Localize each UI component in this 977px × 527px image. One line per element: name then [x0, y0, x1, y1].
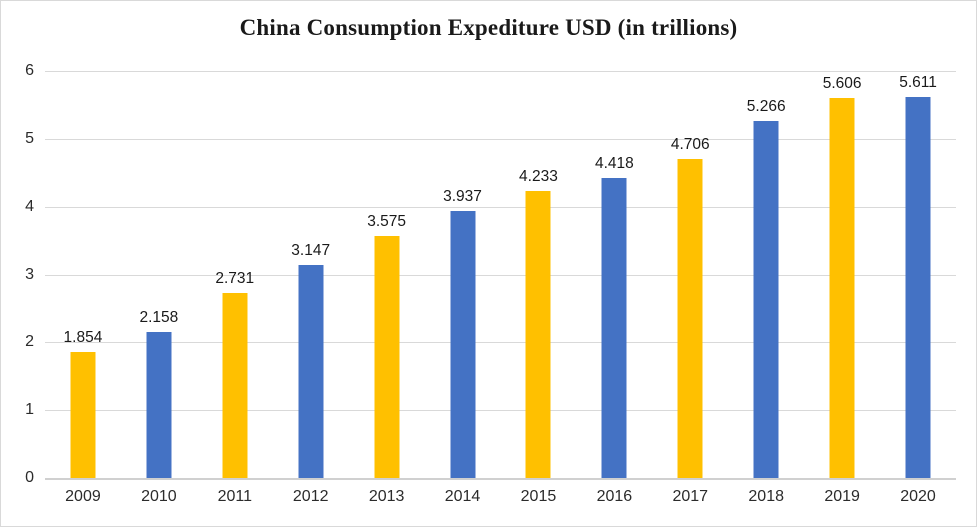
bar-2011[interactable]: 2.731 — [215, 270, 254, 478]
x-axis-tick-label: 2010 — [141, 488, 177, 505]
gridline — [45, 410, 956, 412]
x-axis-tick-label: 2018 — [748, 488, 784, 505]
bar-2016[interactable]: 4.418 — [595, 155, 634, 478]
gridline — [45, 342, 956, 344]
bar-value-label: 5.606 — [822, 74, 862, 92]
bar-value-label: 4.233 — [519, 167, 558, 185]
x-axis-tick-label: 2015 — [520, 488, 557, 505]
bar-value-label: 3.575 — [367, 212, 407, 230]
bar-value-label: 4.418 — [594, 155, 634, 173]
plot-area: 1.854 2.158 2.731 3.147 3.575 3.937 4.233 4.418… — [45, 71, 956, 480]
gridline — [45, 71, 956, 72]
bar-2012[interactable]: 3.147 — [291, 242, 330, 478]
x-axis-tick-label: 2017 — [672, 488, 709, 505]
y-axis: 0 1 2 3 4 5 6 — [1, 62, 45, 486]
gridline — [45, 478, 956, 480]
gridline — [45, 274, 956, 276]
bar-value-label: 4.706 — [670, 135, 710, 153]
y-axis-tick-label: 2 — [25, 333, 34, 351]
x-axis: 2009 2010 2011 2012 2013 2014 2015 2016 2017 2018… — [45, 488, 956, 514]
bar-2019[interactable]: 5.606 — [823, 75, 862, 478]
y-axis-tick-label: 4 — [25, 197, 34, 215]
chart-title: China Consumption Expediture USD (in tri… — [239, 15, 738, 40]
bar-value-label: 3.937 — [443, 187, 482, 205]
y-axis-tick-label: 6 — [25, 62, 34, 79]
bar-value-label: 3.147 — [291, 241, 331, 259]
bar-2014[interactable]: 3.937 — [443, 188, 482, 478]
x-axis-tick-label: 2019 — [824, 488, 860, 505]
x-axis-tick-label: 2014 — [444, 488, 481, 505]
bar-2015[interactable]: 4.233 — [519, 168, 558, 478]
bar-value-label: 2.158 — [139, 308, 179, 326]
bar-value-label: 2.731 — [215, 269, 255, 287]
bar-value-label: 1.854 — [63, 329, 103, 347]
gridline — [45, 206, 956, 208]
x-axis-tick-label: 2016 — [596, 488, 633, 505]
bar-value-label: 5.266 — [746, 97, 786, 115]
x-axis-tick-label: 2013 — [368, 488, 405, 505]
bar-2018[interactable]: 5.266 — [747, 98, 786, 478]
bar-value-label: 5.611 — [899, 74, 937, 92]
y-axis-tick-label: 3 — [25, 265, 34, 283]
x-axis-tick-label: 2012 — [292, 488, 329, 505]
x-axis-tick-label: 2011 — [217, 488, 252, 505]
x-axis-tick-label: 2009 — [65, 488, 101, 505]
bar-2009[interactable]: 1.854 — [64, 329, 102, 478]
x-axis-tick-label: 2020 — [900, 488, 936, 505]
gridline — [45, 138, 956, 140]
y-axis-tick-label: 5 — [25, 129, 34, 147]
bar-2017[interactable]: 4.706 — [671, 136, 710, 478]
bar-2020[interactable]: 5.611 — [899, 74, 937, 478]
y-axis-tick-label: 0 — [25, 469, 34, 486]
bar-2013[interactable]: 3.575 — [367, 213, 406, 478]
y-axis-tick-label: 1 — [25, 401, 34, 419]
bar-2010[interactable]: 2.158 — [139, 309, 178, 478]
